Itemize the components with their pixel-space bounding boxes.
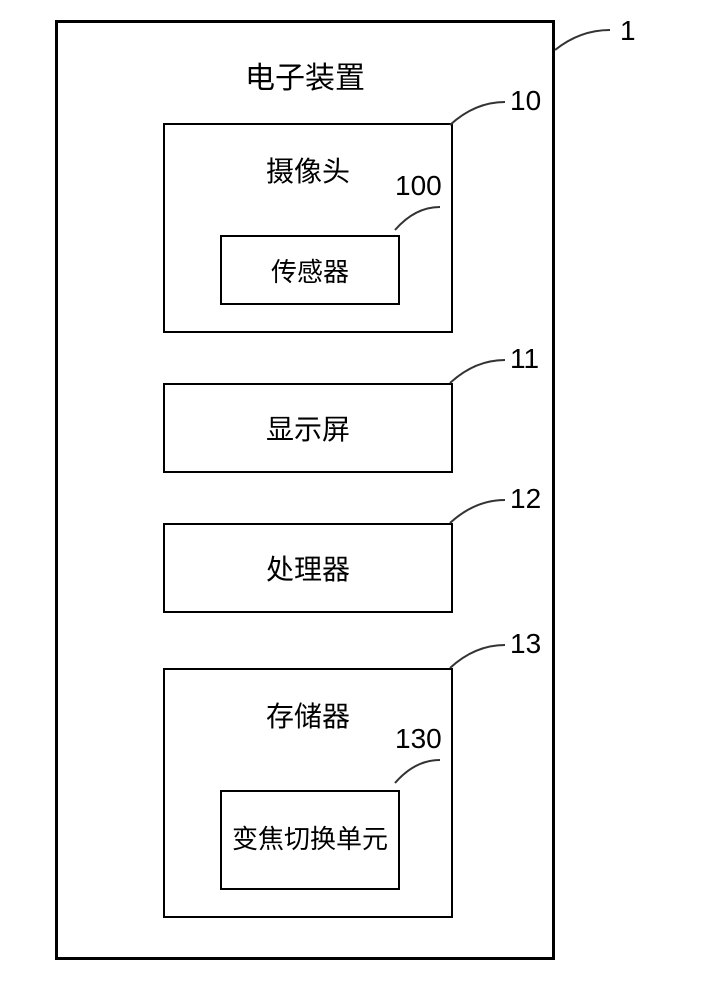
diagram-canvas: 电子装置 摄像头 传感器 显示屏 处理器 存储器 变焦切换单元 [0, 0, 710, 1000]
callout-memory: 13 [510, 628, 541, 660]
callout-outer: 1 [620, 15, 636, 47]
zoom-unit-block: 变焦切换单元 [220, 790, 400, 890]
processor-block: 处理器 [163, 523, 453, 613]
outer-title: 电子装置 [58, 53, 552, 97]
display-label: 显示屏 [266, 408, 350, 448]
callout-sensor: 100 [395, 170, 442, 202]
processor-label: 处理器 [266, 548, 350, 588]
outer-device-box: 电子装置 摄像头 传感器 显示屏 处理器 存储器 变焦切换单元 [55, 20, 555, 960]
callout-processor: 12 [510, 483, 541, 515]
callout-zoom-unit: 130 [395, 723, 442, 755]
zoom-unit-label: 变焦切换单元 [232, 823, 388, 857]
sensor-label: 传感器 [271, 252, 349, 289]
sensor-block: 传感器 [220, 235, 400, 305]
callout-display: 11 [510, 343, 539, 375]
camera-block: 摄像头 传感器 [163, 123, 453, 333]
display-block: 显示屏 [163, 383, 453, 473]
memory-block: 存储器 变焦切换单元 [163, 668, 453, 918]
callout-camera: 10 [510, 85, 541, 117]
